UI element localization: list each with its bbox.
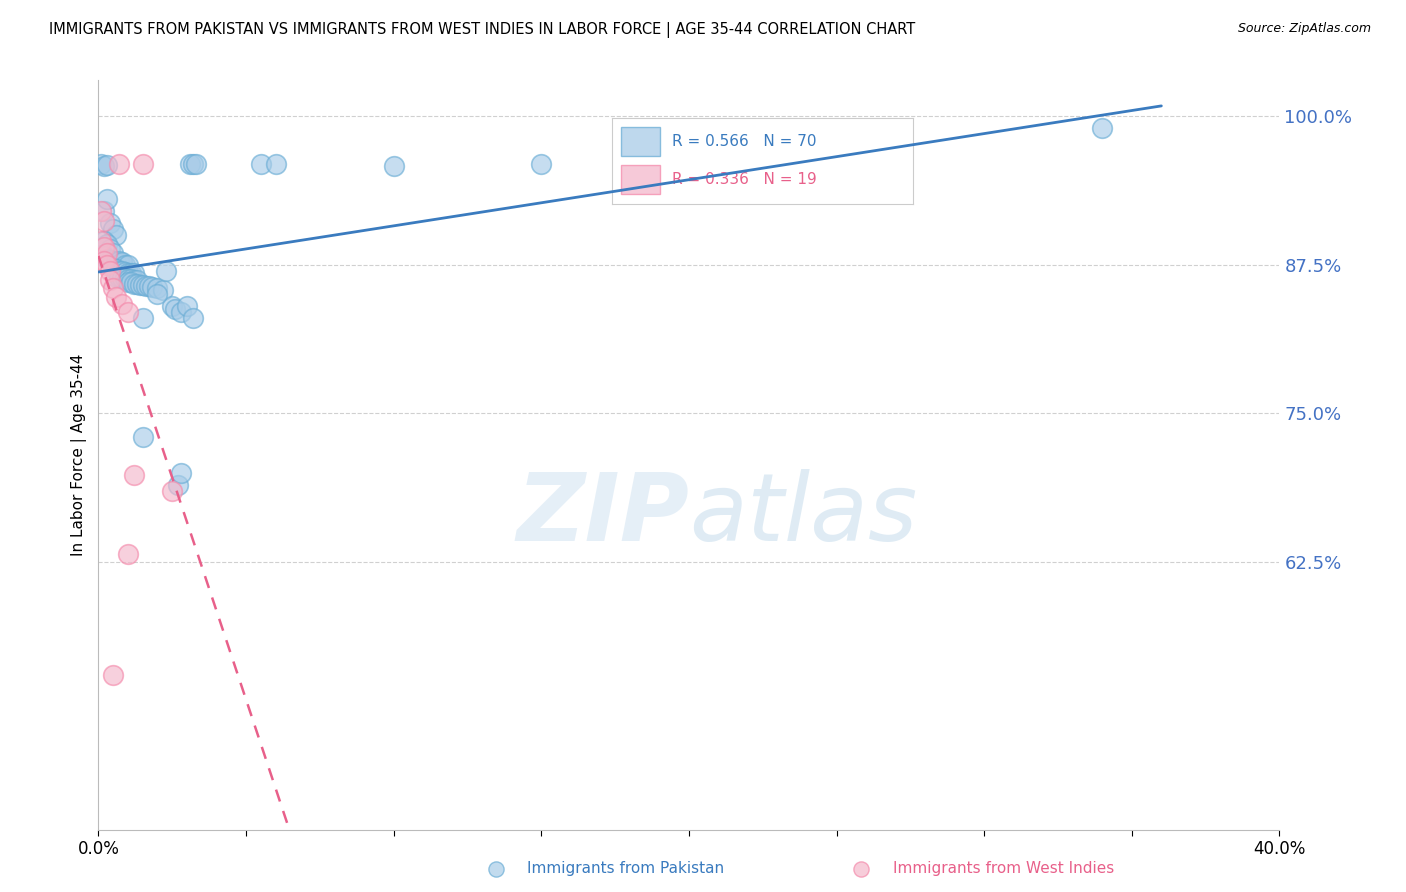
Point [117, 258, 139, 272]
Point [162, 299, 183, 313]
Point [111, 297, 134, 311]
Point [98, 252, 121, 267]
Point [181, 156, 204, 170]
Point [93, 204, 115, 219]
Point [138, 279, 160, 293]
Point [93, 249, 115, 263]
Point [167, 477, 190, 491]
Point [122, 468, 145, 483]
Point [132, 311, 155, 326]
Point [125, 273, 148, 287]
Point [122, 266, 145, 280]
Point [105, 262, 128, 277]
Point [117, 305, 139, 319]
Point [155, 263, 177, 277]
Point [170, 305, 193, 319]
Point [103, 222, 125, 236]
Point [128, 277, 150, 292]
Text: Source: ZipAtlas.com: Source: ZipAtlas.com [1237, 22, 1371, 36]
Point [165, 301, 187, 316]
Point [108, 263, 131, 277]
Text: Immigrants from West Indies: Immigrants from West Indies [893, 862, 1114, 876]
Point [105, 269, 128, 284]
Point [530, 156, 553, 170]
Y-axis label: In Labor Force | Age 35-44: In Labor Force | Age 35-44 [72, 354, 87, 556]
Point [114, 258, 136, 272]
Point [117, 547, 139, 561]
Point [849, 862, 872, 876]
Point [103, 281, 125, 295]
Point [108, 269, 131, 284]
Point [90, 234, 112, 248]
Point [250, 156, 273, 170]
Point [105, 227, 128, 242]
Point [96, 245, 118, 260]
Point [114, 270, 136, 285]
Point [108, 254, 131, 268]
Point [114, 265, 136, 279]
Point [117, 272, 139, 286]
Point [103, 261, 125, 276]
Point [485, 862, 508, 876]
Point [162, 483, 183, 498]
Point [93, 234, 115, 248]
Point [132, 430, 155, 444]
Point [90, 156, 112, 170]
Point [264, 156, 287, 170]
Point [120, 276, 142, 290]
Point [181, 311, 204, 326]
Point [120, 266, 142, 280]
Point [117, 266, 139, 280]
Point [90, 204, 112, 219]
Point [96, 252, 118, 266]
Point [122, 277, 145, 291]
Point [93, 213, 115, 227]
Point [179, 156, 201, 170]
Point [96, 237, 118, 252]
Point [382, 159, 405, 173]
Point [108, 256, 131, 270]
Text: ZIP: ZIP [516, 469, 689, 561]
Point [108, 156, 131, 170]
Text: atlas: atlas [689, 469, 917, 560]
Point [98, 216, 121, 230]
Point [111, 256, 134, 270]
Point [122, 273, 145, 287]
Point [96, 158, 118, 172]
Point [132, 277, 155, 292]
Point [103, 245, 125, 260]
Point [135, 279, 157, 293]
Point [146, 281, 169, 295]
Point [98, 263, 121, 277]
Point [96, 192, 118, 206]
Point [141, 280, 163, 294]
Point [152, 283, 174, 297]
Point [96, 258, 118, 272]
Text: IMMIGRANTS FROM PAKISTAN VS IMMIGRANTS FROM WEST INDIES IN LABOR FORCE | AGE 35-: IMMIGRANTS FROM PAKISTAN VS IMMIGRANTS F… [49, 22, 915, 38]
Point [132, 156, 155, 170]
Point [90, 248, 112, 262]
Point [117, 276, 139, 290]
Point [125, 277, 148, 291]
Point [170, 466, 193, 480]
Point [176, 299, 198, 313]
Point [103, 254, 125, 268]
Point [146, 287, 169, 301]
Point [93, 159, 115, 173]
Point [111, 255, 134, 269]
Point [105, 255, 128, 269]
Point [93, 254, 115, 268]
Point [184, 156, 207, 170]
Text: Immigrants from Pakistan: Immigrants from Pakistan [527, 862, 724, 876]
Point [103, 668, 125, 682]
Point [98, 242, 121, 256]
Point [1091, 120, 1114, 135]
Point [98, 273, 121, 287]
Point [105, 290, 128, 304]
Point [93, 240, 115, 254]
Point [120, 272, 142, 286]
Point [111, 263, 134, 277]
Point [111, 270, 134, 285]
